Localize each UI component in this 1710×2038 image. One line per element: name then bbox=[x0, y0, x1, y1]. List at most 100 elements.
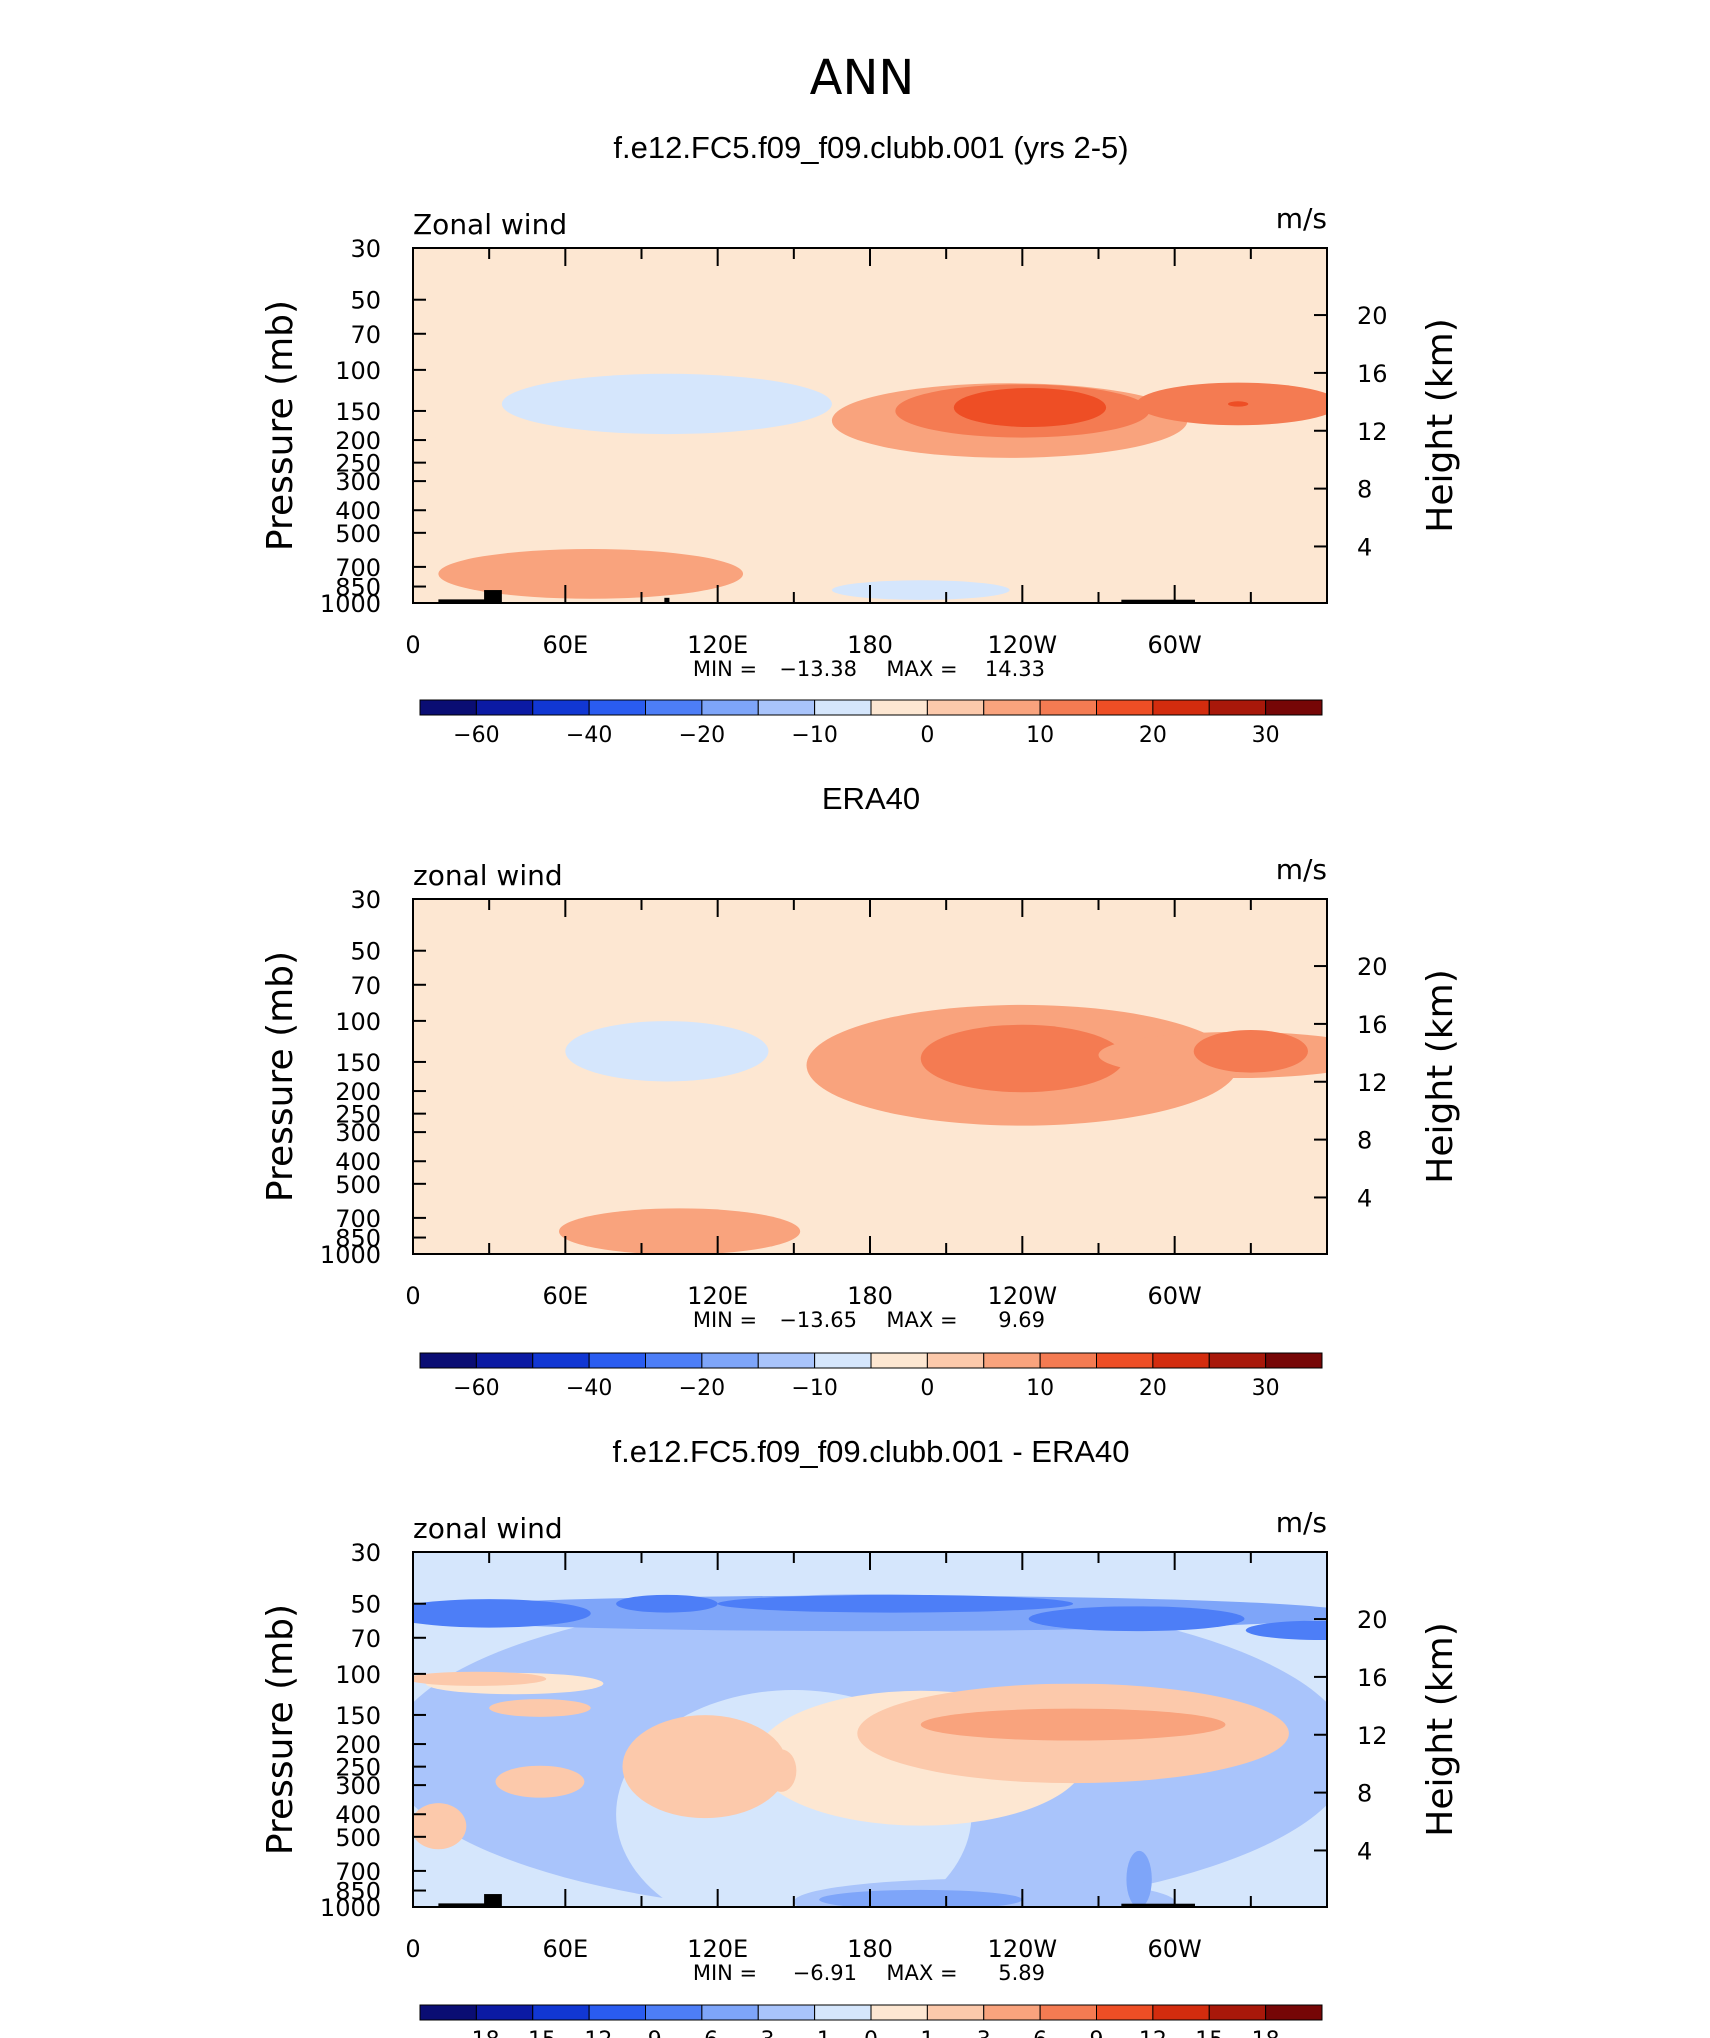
panel-2-colorbar-box-10 bbox=[983, 2004, 1041, 2021]
panel-2-height-tick-label-1: 16 bbox=[1357, 1664, 1388, 1692]
panel-2-colorbar-label-11: 9 bbox=[1090, 2028, 1104, 2038]
panel-2-max-value: 5.89 bbox=[998, 1961, 1045, 1985]
panel-1-colorbar-label-5: 10 bbox=[1026, 1376, 1054, 1401]
panel-2-ylabel: Pressure (mb) bbox=[260, 1604, 301, 1855]
panel-1-max-label: MAX = bbox=[886, 1308, 957, 1332]
panel-2-contour-region-17 bbox=[1245, 1620, 1327, 1641]
panel-0-ytick-label-0: 30 bbox=[350, 235, 381, 263]
panel-2-colorbar-label-12: 12 bbox=[1139, 2028, 1167, 2038]
panel-0-colorbar-box-6 bbox=[757, 699, 816, 716]
panel-1-units: m/s bbox=[1276, 853, 1327, 886]
panel-2-ytick-label-3: 100 bbox=[335, 1661, 381, 1689]
panel-0-height-tick-label-0: 20 bbox=[1357, 302, 1388, 330]
panel-1-colorbar-box-0 bbox=[419, 1352, 477, 1369]
panel-2-ytick-label-6: 250 bbox=[335, 1754, 381, 1782]
panel-2-ytick-label-1: 50 bbox=[350, 1591, 381, 1619]
panel-2-height-tick-label-0: 20 bbox=[1357, 1606, 1388, 1634]
panel-2-contour-region-4 bbox=[413, 1671, 547, 1686]
panel-0-colorbar-box-10 bbox=[983, 699, 1041, 716]
panel-2-contour-region-20 bbox=[1126, 1850, 1152, 1907]
panel-2-colorbar-label-5: −3 bbox=[742, 2028, 774, 2038]
panel-1-ytick-label-9: 500 bbox=[335, 1171, 381, 1199]
panel-0-units: m/s bbox=[1276, 202, 1327, 235]
panel-1-colorbar-box-13 bbox=[1152, 1352, 1210, 1369]
panel-1-ytick-label-1: 50 bbox=[350, 938, 381, 966]
panel-2-title: f.e12.FC5.f09_f09.clubb.001 - ERA40 bbox=[613, 1434, 1130, 1469]
panel-1-min-label: MIN = bbox=[693, 1308, 757, 1332]
panel-2-ylabel-right: Height (km) bbox=[1420, 1622, 1461, 1836]
panel-1-colorbar-label-6: 20 bbox=[1139, 1376, 1167, 1401]
panel-2-colorbar-label-0: −18 bbox=[453, 2028, 499, 2038]
panel-2-colorbar-label-10: 6 bbox=[1033, 2028, 1047, 2038]
panel-0-min-value: −13.38 bbox=[779, 657, 857, 681]
panel-0-colorbar-box-8 bbox=[870, 699, 928, 716]
panel-1-ytick-label-12: 1000 bbox=[320, 1241, 381, 1269]
panel-0-xtick-label-0: 0 bbox=[405, 631, 420, 659]
panel-0-colorbar-box-2 bbox=[532, 699, 590, 716]
panel-1-colorbar-label-3: −10 bbox=[791, 1376, 837, 1401]
panel-1-contour-region-5 bbox=[920, 1024, 1124, 1093]
panel-0-height-tick-label-3: 8 bbox=[1357, 476, 1372, 504]
panel-0-ytick-label-2: 70 bbox=[350, 321, 381, 349]
panel-0-max-value: 14.33 bbox=[985, 657, 1045, 681]
panel-2-xtick-label-2: 120E bbox=[687, 1935, 748, 1963]
panel-0-colorbar-box-15 bbox=[1265, 699, 1323, 716]
panel-1-ytick-label-2: 70 bbox=[350, 972, 381, 1000]
panel-1-ytick-label-11: 850 bbox=[335, 1225, 381, 1253]
panel-2-colorbar-box-9 bbox=[926, 2004, 985, 2021]
panel-0-ytick-label-8: 400 bbox=[335, 497, 381, 525]
panel-1-colorbar-box-10 bbox=[983, 1352, 1041, 1369]
panel-2-ytick-label-8: 400 bbox=[335, 1801, 381, 1829]
panel-2-colorbar-box-6 bbox=[757, 2004, 816, 2021]
panel-2-ytick-label-7: 300 bbox=[335, 1772, 381, 1800]
panel-0-contour-region-6 bbox=[438, 549, 744, 599]
panel-1-ytick-label-5: 200 bbox=[335, 1078, 381, 1106]
panel-1-height-tick-label-4: 4 bbox=[1357, 1184, 1372, 1212]
panel-2-topography-2 bbox=[1121, 1903, 1195, 1907]
panel-2-height-tick-label-4: 4 bbox=[1357, 1837, 1372, 1865]
panel-2-colorbar-label-4: −6 bbox=[686, 2028, 718, 2038]
panel-1-colorbar-box-11 bbox=[1039, 1352, 1097, 1369]
panel-1-variable-label: zonal wind bbox=[413, 859, 563, 892]
panel-0-colorbar-label-4: 0 bbox=[920, 723, 934, 748]
panel-2-contour-region-16 bbox=[1028, 1606, 1245, 1632]
panel-1-xtick-label-3: 180 bbox=[847, 1282, 893, 1310]
panel-1-colorbar-box-4 bbox=[645, 1352, 703, 1369]
panel-0-contour-region-9 bbox=[953, 387, 1107, 428]
panel-1-xtick-label-5: 60W bbox=[1148, 1282, 1202, 1310]
panel-0-xtick-label-5: 60W bbox=[1148, 631, 1202, 659]
panel-0-title: f.e12.FC5.f09_f09.clubb.001 (yrs 2-5) bbox=[613, 130, 1128, 165]
panel-0-ytick-label-7: 300 bbox=[335, 468, 381, 496]
panel-1-colorbar-box-6 bbox=[757, 1352, 816, 1369]
panel-2-contour-region-14 bbox=[616, 1594, 718, 1613]
panel-1-colorbar-box-14 bbox=[1208, 1352, 1267, 1369]
panel-2-ytick-label-2: 70 bbox=[350, 1625, 381, 1653]
panel-1-ytick-label-4: 150 bbox=[335, 1049, 381, 1077]
panel-1-height-tick-label-1: 16 bbox=[1357, 1011, 1388, 1039]
panel-2-colorbar-box-2 bbox=[532, 2004, 590, 2021]
panel-2-ytick-label-0: 30 bbox=[350, 1539, 381, 1567]
panel-0-topography-2 bbox=[664, 597, 670, 603]
panel-2-xtick-label-0: 0 bbox=[405, 1935, 420, 1963]
panel-0-contour-region-0 bbox=[413, 261, 1327, 278]
panel-0-ytick-label-3: 100 bbox=[335, 357, 381, 385]
panel-2-ytick-label-12: 1000 bbox=[320, 1894, 381, 1922]
panel-0-ylabel-right: Height (km) bbox=[1420, 318, 1461, 532]
panel-0-colorbar-box-11 bbox=[1039, 699, 1097, 716]
panel-2-min-label: MIN = bbox=[693, 1961, 757, 1985]
panel-2-topography-0 bbox=[438, 1903, 495, 1907]
panel-1-colorbar-box-2 bbox=[532, 1352, 590, 1369]
panel-2-colorbar-box-4 bbox=[645, 2004, 703, 2021]
panel-2-ytick-label-11: 850 bbox=[335, 1878, 381, 1906]
panel-0-xtick-label-2: 120E bbox=[687, 631, 748, 659]
panel-2-colorbar-label-8: 1 bbox=[920, 2028, 934, 2038]
panel-2-colorbar-box-5 bbox=[701, 2004, 759, 2021]
panel-0-ytick-label-1: 50 bbox=[350, 287, 381, 315]
panel-1-min-value: −13.65 bbox=[779, 1308, 857, 1332]
panel-1-height-tick-label-0: 20 bbox=[1357, 953, 1388, 981]
panel-1-ytick-label-10: 700 bbox=[335, 1205, 381, 1233]
panel-2-variable-label: zonal wind bbox=[413, 1512, 563, 1545]
panel-2-topography-1 bbox=[484, 1894, 502, 1907]
panel-0-colorbar-label-1: −40 bbox=[566, 723, 612, 748]
